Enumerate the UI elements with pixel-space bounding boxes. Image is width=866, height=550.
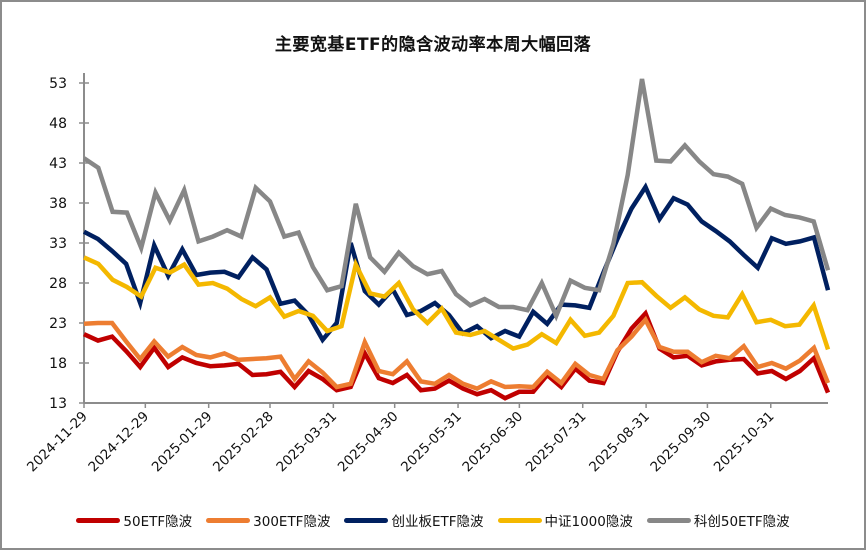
x-tick-label: 2025-05-31 <box>398 409 465 476</box>
legend: 50ETF隐波 300ETF隐波 创业板ETF隐波 中证1000隐波 科创50ETF隐波 <box>0 510 866 530</box>
y-tick-label: 33 <box>49 236 67 252</box>
x-tick-label: 2025-09-30 <box>647 409 714 476</box>
legend-label: 中证1000隐波 <box>544 514 633 530</box>
x-tick-label: 2024-11-29 <box>24 409 91 476</box>
legend-swatch <box>344 517 389 523</box>
x-tick-label: 2025-10-31 <box>711 409 778 476</box>
series-line-2 <box>83 315 831 392</box>
y-tick-label: 18 <box>49 356 67 372</box>
x-tick-label: 2025-08-31 <box>586 409 653 476</box>
x-tick-label: 2025-07-31 <box>523 409 590 476</box>
x-tick-label: 2025-02-28 <box>210 409 277 476</box>
series-line-1 <box>83 309 831 401</box>
y-tick-label: 28 <box>49 276 67 292</box>
y-tick-label: 43 <box>49 156 67 172</box>
series-line-5 <box>82 78 831 322</box>
legend-swatch <box>497 517 542 523</box>
legend-item: 300ETF隐波 <box>206 510 330 530</box>
y-tick-label: 23 <box>49 316 67 332</box>
series-line-4 <box>83 255 831 352</box>
legend-label: 300ETF隐波 <box>253 514 331 530</box>
series-line-3 <box>82 182 831 344</box>
x-tick-label: 2025-01-29 <box>149 409 216 476</box>
legend-swatch <box>76 517 121 523</box>
legend-item: 中证1000隐波 <box>497 510 633 530</box>
legend-label: 科创50ETF隐波 <box>693 514 790 530</box>
y-tick-label: 38 <box>49 196 67 212</box>
x-tick-label: 2025-06-30 <box>459 409 526 476</box>
legend-item: 50ETF隐波 <box>76 510 192 530</box>
legend-item: 科创50ETF隐波 <box>646 510 790 530</box>
y-tick-label: 13 <box>49 396 67 412</box>
chart-title: 主要宽基ETF的隐含波动率本周大幅回落 <box>274 35 592 55</box>
x-tick-label: 2024-12-29 <box>85 409 152 476</box>
legend-item: 创业板ETF隐波 <box>344 510 484 530</box>
x-tick-label: 2025-03-31 <box>273 409 340 476</box>
y-tick-label: 53 <box>49 76 67 92</box>
y-tick-label: 48 <box>49 116 67 132</box>
legend-swatch <box>646 517 691 523</box>
x-tick-label: 2025-04-30 <box>335 409 402 476</box>
legend-swatch <box>206 517 251 523</box>
legend-label: 50ETF隐波 <box>123 514 193 530</box>
legend-label: 创业板ETF隐波 <box>391 514 484 530</box>
series-lines <box>82 78 831 401</box>
